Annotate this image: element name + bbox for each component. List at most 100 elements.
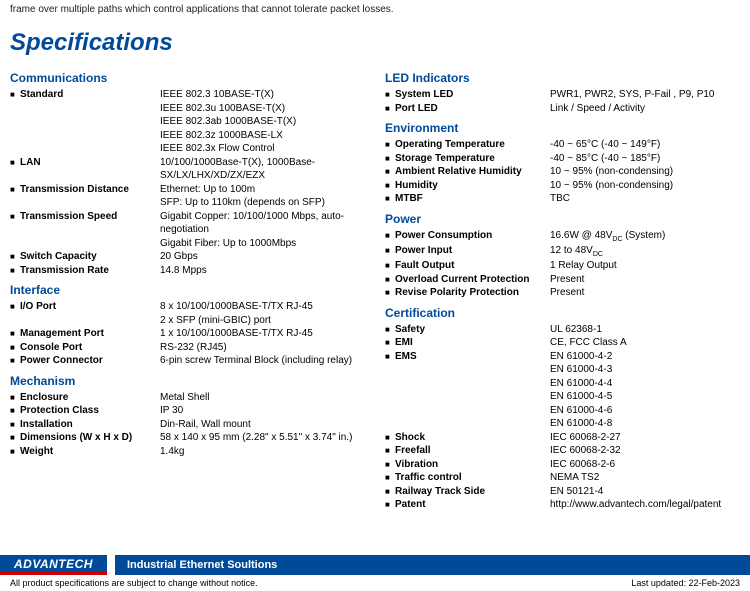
spec-value: Ethernet: Up to 100m <box>160 183 365 197</box>
spec-row: EN 61000-4-8 <box>385 417 740 431</box>
spec-row: ■Port LEDLink / Speed / Activity <box>385 102 740 116</box>
bullet-icon: ■ <box>10 156 20 169</box>
spec-row: EN 61000-4-5 <box>385 390 740 404</box>
brand-logo: ADVANTECH <box>0 555 107 575</box>
bullet-icon: ■ <box>10 88 20 101</box>
spec-row: ■Railway Track SideEN 50121-4 <box>385 485 740 499</box>
footer-disclaimer: All product specifications are subject t… <box>10 578 258 588</box>
spec-label: Railway Track Side <box>395 485 550 499</box>
bullet-icon: ■ <box>10 354 20 367</box>
spec-row: SFP: Up to 110km (depends on SFP) <box>10 196 365 210</box>
spec-row: ■Management Port1 x 10/100/1000BASE-T/TX… <box>10 327 365 341</box>
section-head: Environment <box>385 121 740 135</box>
section-head: Communications <box>10 71 365 85</box>
bullet-icon: ■ <box>10 341 20 354</box>
spec-label: System LED <box>395 88 550 102</box>
spec-label: EMI <box>395 336 550 350</box>
bullet-icon: ■ <box>10 210 20 223</box>
spec-value: 20 Gbps <box>160 250 365 264</box>
spec-column-right: LED Indicators■System LEDPWR1, PWR2, SYS… <box>375 65 740 512</box>
spec-row: ■StandardIEEE 802.3 10BASE-T(X) <box>10 88 365 102</box>
section-head: Interface <box>10 283 365 297</box>
spec-row: ■ShockIEC 60068-2-27 <box>385 431 740 445</box>
bullet-icon <box>385 404 395 406</box>
spec-value: Gigabit Copper: 10/100/1000 Mbps, auto-n… <box>160 210 365 237</box>
spec-value: Present <box>550 273 740 287</box>
spec-value: Present <box>550 286 740 300</box>
bullet-icon: ■ <box>385 259 395 272</box>
spec-row: ■Transmission Rate14.8 Mpps <box>10 264 365 278</box>
spec-label: Transmission Speed <box>20 210 160 224</box>
spec-value: 8 x 10/100/1000BASE-T/TX RJ-45 <box>160 300 365 314</box>
spec-label: Enclosure <box>20 391 160 405</box>
page-footer: ADVANTECH Industrial Ethernet Soultions … <box>0 555 750 591</box>
section-head: Mechanism <box>10 374 365 388</box>
spec-row: ■I/O Port8 x 10/100/1000BASE-T/TX RJ-45 <box>10 300 365 314</box>
spec-label: Fault Output <box>395 259 550 273</box>
spec-row: ■Storage Temperature-40 ~ 85°C (-40 ~ 18… <box>385 152 740 166</box>
spec-value: 2 x SFP (mini-GBIC) port <box>160 314 365 328</box>
bullet-icon: ■ <box>385 88 395 101</box>
bullet-icon <box>10 129 20 131</box>
bullet-icon: ■ <box>385 102 395 115</box>
bullet-icon <box>10 142 20 144</box>
spec-row: ■InstallationDin-Rail, Wall mount <box>10 418 365 432</box>
spec-column-left: Communications ■StandardIEEE 802.3 10BASE… <box>10 65 375 512</box>
spec-value: EN 61000-4-5 <box>550 390 740 404</box>
spec-label: Protection Class <box>20 404 160 418</box>
bullet-icon: ■ <box>385 458 395 471</box>
bullet-icon: ■ <box>10 327 20 340</box>
spec-row: ■VibrationIEC 60068-2-6 <box>385 458 740 472</box>
spec-row: ■Weight1.4kg <box>10 445 365 459</box>
bullet-icon: ■ <box>385 192 395 205</box>
spec-row: ■Console PortRS-232 (RJ45) <box>10 341 365 355</box>
spec-value: IEC 60068-2-27 <box>550 431 740 445</box>
spec-row: IEEE 802.3u 100BASE-T(X) <box>10 102 365 116</box>
spec-label: Safety <box>395 323 550 337</box>
bullet-icon: ■ <box>385 286 395 299</box>
spec-row: ■Revise Polarity ProtectionPresent <box>385 286 740 300</box>
spec-value: IEEE 802.3 10BASE-T(X) <box>160 88 365 102</box>
spec-value: 10 ~ 95% (non-condensing) <box>550 165 740 179</box>
bullet-icon: ■ <box>385 431 395 444</box>
spec-label: I/O Port <box>20 300 160 314</box>
spec-row: ■Humidity10 ~ 95% (non-condensing) <box>385 179 740 193</box>
spec-value: IEC 60068-2-6 <box>550 458 740 472</box>
spec-row: ■Fault Output1 Relay Output <box>385 259 740 273</box>
spec-value: 14.8 Mpps <box>160 264 365 278</box>
section-head: Power <box>385 212 740 226</box>
spec-row: ■FreefallIEC 60068-2-32 <box>385 444 740 458</box>
spec-row: Gigabit Fiber: Up to 1000Mbps <box>10 237 365 251</box>
spec-value: TBC <box>550 192 740 206</box>
bullet-icon: ■ <box>385 152 395 165</box>
footer-updated: Last updated: 22-Feb-2023 <box>631 578 740 588</box>
spec-label: Port LED <box>395 102 550 116</box>
spec-value: EN 50121-4 <box>550 485 740 499</box>
spec-label: Revise Polarity Protection <box>395 286 550 300</box>
spec-label: Operating Temperature <box>395 138 550 152</box>
spec-label: Overload Current Protection <box>395 273 550 287</box>
spec-value: 10/100/1000Base-T(X), 1000Base-SX/LX/LHX… <box>160 156 365 183</box>
spec-row: ■Power Connector6-pin screw Terminal Blo… <box>10 354 365 368</box>
bullet-icon <box>385 363 395 365</box>
spec-row: EN 61000-4-6 <box>385 404 740 418</box>
spec-value: 12 to 48VDC <box>550 244 740 259</box>
bullet-icon: ■ <box>10 404 20 417</box>
spec-value: -40 ~ 65°C (-40 ~ 149°F) <box>550 138 740 152</box>
spec-value: Metal Shell <box>160 391 365 405</box>
footer-category-title: Industrial Ethernet Soultions <box>115 555 750 575</box>
spec-value: 6-pin screw Terminal Block (including re… <box>160 354 365 368</box>
spec-value: 1.4kg <box>160 445 365 459</box>
footer-bar: ADVANTECH Industrial Ethernet Soultions <box>0 555 750 575</box>
spec-row: ■Transmission DistanceEthernet: Up to 10… <box>10 183 365 197</box>
bullet-icon <box>385 390 395 392</box>
spec-value: 1 x 10/100/1000BASE-T/TX RJ-45 <box>160 327 365 341</box>
spec-value: CE, FCC Class A <box>550 336 740 350</box>
spec-label: Traffic control <box>395 471 550 485</box>
spec-row: 2 x SFP (mini-GBIC) port <box>10 314 365 328</box>
footer-bottom: All product specifications are subject t… <box>0 575 750 591</box>
spec-value: IEEE 802.3ab 1000BASE-T(X) <box>160 115 365 129</box>
spec-label: Patent <box>395 498 550 512</box>
spec-value: EN 61000-4-3 <box>550 363 740 377</box>
spec-label: Transmission Rate <box>20 264 160 278</box>
